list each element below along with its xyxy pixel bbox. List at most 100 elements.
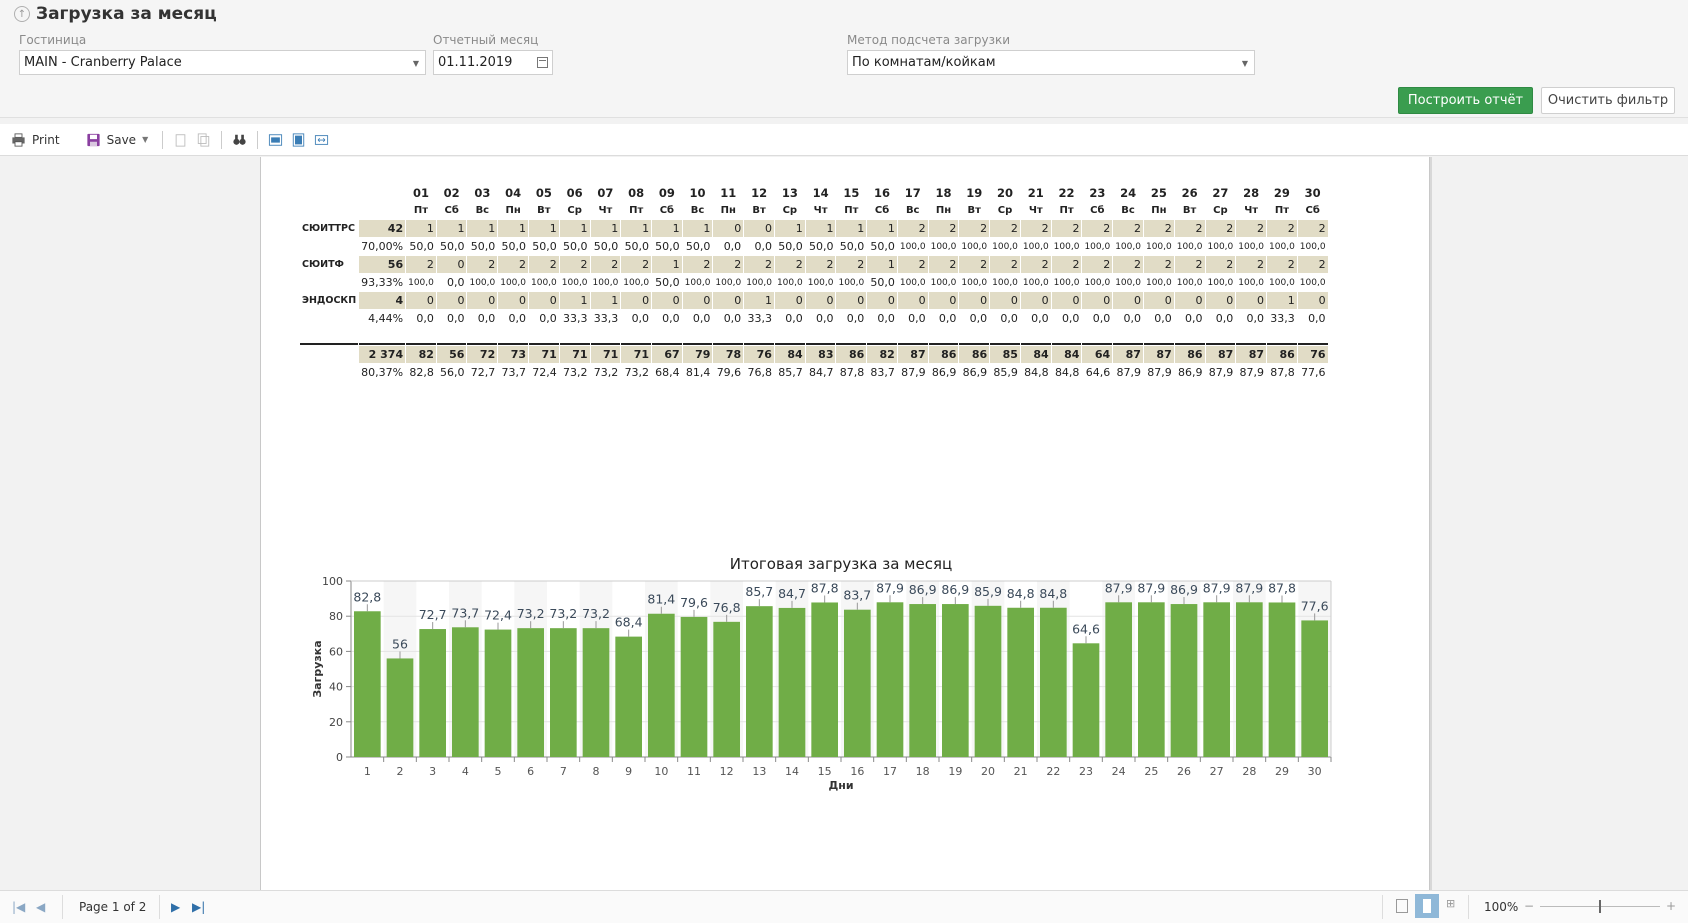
separator-line (1236, 328, 1267, 345)
first-page-icon[interactable]: |◀ (12, 900, 26, 914)
weekday: Чт (1244, 205, 1259, 216)
total-percent-cell: 86,9 (962, 366, 988, 379)
total-percent-cell: 64,6 (1085, 366, 1111, 379)
count-cell: 1 (621, 220, 652, 237)
percent-cell: 0,0 (692, 312, 711, 325)
total-count-cell: 76 (1297, 346, 1328, 363)
count-cell: 0 (805, 292, 836, 309)
page-width-icon[interactable] (291, 132, 306, 147)
zoom-slider-thumb[interactable] (1599, 900, 1601, 913)
percent-cell: 0,0 (508, 312, 527, 325)
percent-cell: 50,0 (532, 240, 557, 253)
month-label: Отчетный месяц (433, 33, 539, 47)
chevron-down-icon[interactable]: ▼ (142, 135, 149, 144)
percent-cell: 50,0 (655, 240, 680, 253)
percent-cell: 100,0 (531, 277, 557, 288)
weekday: Ср (567, 205, 582, 216)
count-cell: 2 (1174, 256, 1205, 273)
data-label: 82,8 (353, 589, 381, 604)
count-cell: 0 (1051, 292, 1082, 309)
total-percent-cell: 86,9 (931, 366, 957, 379)
count-cell: 1 (1267, 292, 1297, 309)
build-report-button[interactable]: Построить отчёт (1398, 87, 1533, 114)
count-cell: 1 (467, 220, 498, 237)
percent-cell: 0,0 (416, 312, 434, 325)
count-cell: 1 (406, 220, 436, 237)
percent-cell: 50,0 (655, 276, 680, 289)
count-cell: 2 (805, 256, 836, 273)
x-tick-label: 11 (687, 765, 701, 778)
search-binoculars-icon[interactable] (232, 133, 247, 147)
count-cell: 2 (959, 220, 990, 237)
chart-bar (974, 605, 1002, 757)
page-shadow (1430, 157, 1432, 890)
total-count-cell: 84 (1051, 346, 1082, 363)
single-page-icon[interactable] (268, 133, 283, 147)
count-cell: 0 (1205, 292, 1236, 309)
total-percent-cell: 84,8 (1054, 366, 1080, 379)
percent-cell: 100,0 (500, 277, 526, 288)
count-cell: 0 (774, 292, 805, 309)
total-count-cell: 86 (836, 346, 867, 363)
count-cell: 2 (1082, 220, 1113, 237)
chart-bar (452, 627, 479, 757)
copy-icon[interactable] (196, 132, 211, 147)
separator-line (713, 328, 744, 345)
clear-filter-button[interactable]: Очистить фильтр (1541, 87, 1675, 114)
count-cell: 2 (1205, 220, 1236, 237)
separator-line (1143, 328, 1174, 345)
single-page-view-icon[interactable] (1396, 899, 1408, 913)
day-number: 14 (812, 185, 829, 200)
count-cell: 1 (559, 292, 590, 309)
month-date-input[interactable]: 01.11.2019 (433, 50, 553, 75)
zoom-out-icon[interactable]: − (1524, 899, 1535, 913)
total-count-cell: 87 (1236, 346, 1267, 363)
percent-cell: 100,0 (1299, 241, 1326, 252)
percent-cell: 0,0 (1246, 312, 1265, 325)
total-percent-cell: 87,9 (1208, 366, 1234, 379)
prev-page-icon[interactable]: ◀ (36, 900, 46, 914)
zoom-in-icon[interactable]: + (1666, 899, 1677, 913)
count-cell: 2 (682, 256, 713, 273)
percent-cell: 0,0 (446, 312, 465, 325)
x-tick-label: 9 (625, 765, 632, 778)
fit-page-icon[interactable] (314, 133, 329, 147)
day-number: 18 (935, 185, 952, 200)
total-count-cell: 79 (682, 346, 713, 363)
save-button[interactable]: Save ▼ (86, 133, 149, 147)
chart-bar (1072, 643, 1100, 757)
total-percent-cell: 84,7 (808, 366, 834, 379)
data-label: 86,9 (909, 582, 937, 597)
percent-cell: 100,0 (684, 277, 711, 288)
count-cell: 2 (1205, 256, 1236, 273)
separator-line (436, 328, 467, 345)
chevron-down-icon: ▼ (412, 59, 419, 68)
last-page-icon[interactable]: ▶| (192, 900, 206, 914)
print-label: Print (32, 132, 60, 147)
total-count-cell: 83 (805, 346, 836, 363)
x-tick-label: 17 (883, 765, 897, 778)
calendar-icon[interactable] (537, 57, 548, 68)
next-page-icon[interactable]: ▶ (171, 900, 181, 914)
room-type-percent: 70,00% (361, 240, 404, 253)
x-tick-label: 14 (785, 765, 799, 778)
multi-page-view-icon[interactable]: ⊞ (1446, 897, 1456, 910)
print-button[interactable]: Print (11, 133, 60, 147)
count-cell: 2 (1113, 256, 1143, 273)
continuous-view-icon[interactable] (1415, 894, 1439, 918)
percent-cell: 0,0 (969, 312, 988, 325)
weekday: Пт (413, 205, 429, 216)
collapse-icon[interactable]: ↑ (14, 6, 30, 22)
total-count-cell: 87 (1205, 346, 1236, 363)
x-tick-label: 5 (495, 765, 502, 778)
percent-cell: 100,0 (1084, 277, 1111, 288)
total-count-cell: 71 (621, 346, 652, 363)
method-select[interactable]: По комнатам/койкам ▼ (847, 50, 1255, 75)
separator-line (1174, 328, 1205, 345)
clipboard-icon[interactable] (173, 133, 188, 147)
x-tick-label: 26 (1177, 765, 1191, 778)
zoom-level: 100% (1484, 900, 1519, 914)
chart-bar (386, 658, 414, 757)
report-viewer[interactable]: 01 02 03 04 05 06 07 08 09 10 11 12 13 14 15 16 17 18 19 20… (0, 157, 1688, 890)
hotel-select[interactable]: MAIN - Cranberry Palace ▼ (19, 50, 426, 75)
